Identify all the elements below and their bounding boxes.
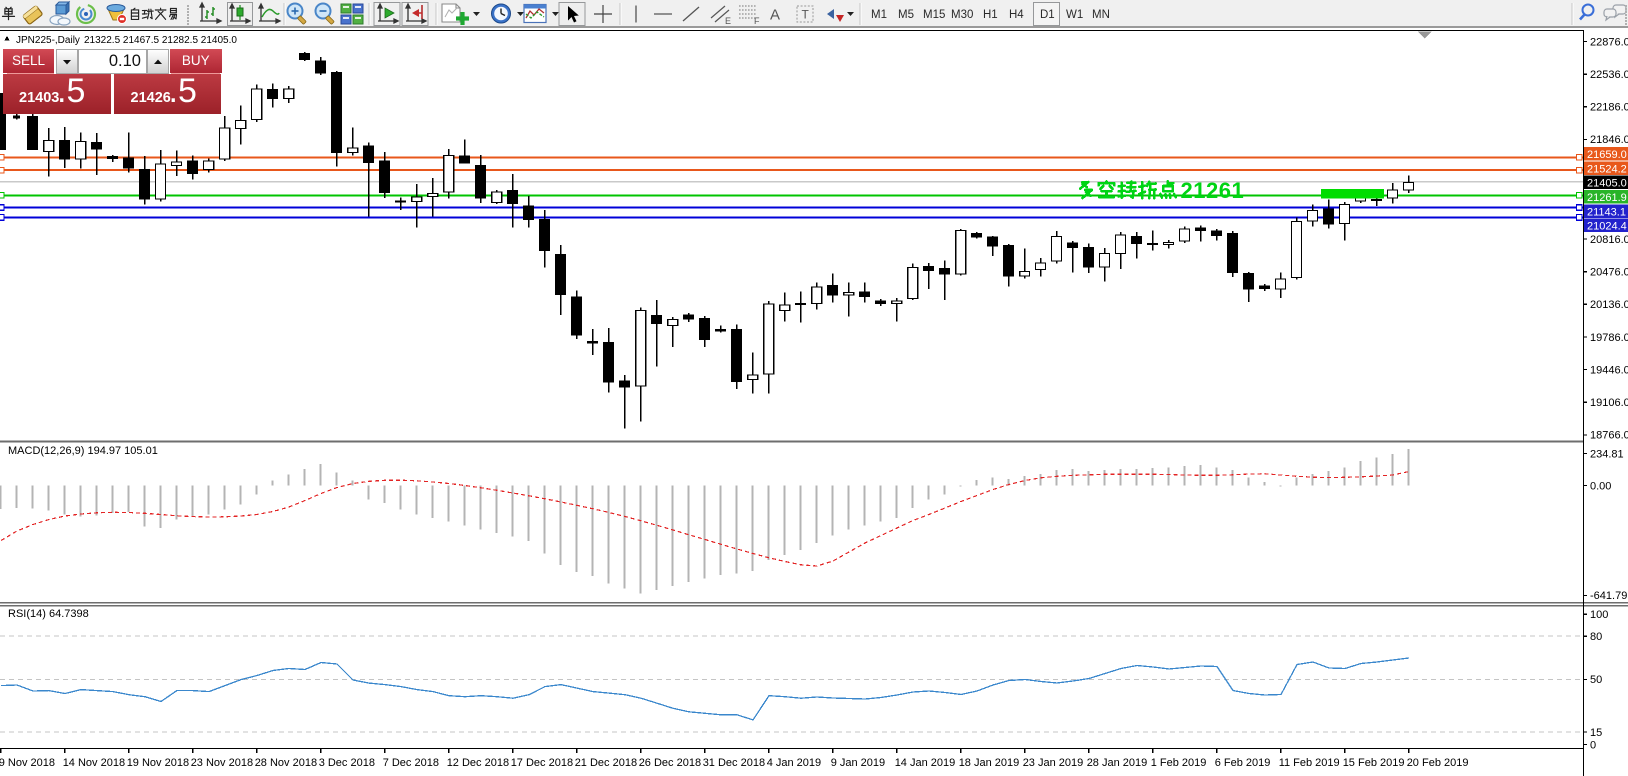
svg-text:21659.0: 21659.0 <box>1587 149 1627 161</box>
svg-text:F: F <box>754 16 760 26</box>
svg-text:14 Jan 2019: 14 Jan 2019 <box>895 757 956 769</box>
svg-text:M15: M15 <box>923 9 945 21</box>
svg-text:RSI(14) 64.7398: RSI(14) 64.7398 <box>8 608 89 620</box>
svg-text:6 Feb 2019: 6 Feb 2019 <box>1215 757 1271 769</box>
svg-text:0.00: 0.00 <box>1590 480 1611 492</box>
svg-text:20476.0: 20476.0 <box>1590 267 1628 279</box>
svg-text:MN: MN <box>1092 9 1110 21</box>
svg-text:23 Jan 2019: 23 Jan 2019 <box>1023 757 1084 769</box>
svg-text:234.81: 234.81 <box>1590 448 1624 460</box>
svg-text:20 Feb 2019: 20 Feb 2019 <box>1407 757 1469 769</box>
svg-text:H4: H4 <box>1009 9 1024 21</box>
svg-text:80: 80 <box>1590 631 1602 643</box>
svg-text:18 Jan 2019: 18 Jan 2019 <box>959 757 1020 769</box>
svg-text:11 Feb 2019: 11 Feb 2019 <box>1279 757 1340 769</box>
svg-text:50: 50 <box>1590 674 1602 686</box>
svg-text:22536.0: 22536.0 <box>1590 69 1628 81</box>
svg-text:M5: M5 <box>898 9 914 21</box>
svg-text:21024.4: 21024.4 <box>1587 220 1627 232</box>
svg-text:4 Jan 2019: 4 Jan 2019 <box>767 757 821 769</box>
svg-text:21143.1: 21143.1 <box>1587 206 1626 218</box>
svg-text:E: E <box>725 16 731 26</box>
svg-text:A: A <box>770 7 780 24</box>
svg-text:0: 0 <box>1590 739 1596 751</box>
svg-text:19 Nov 2018: 19 Nov 2018 <box>127 757 189 769</box>
svg-text:31 Dec 2018: 31 Dec 2018 <box>703 757 765 769</box>
svg-text:T: T <box>802 8 810 22</box>
svg-text:26 Dec 2018: 26 Dec 2018 <box>639 757 701 769</box>
svg-text:21524.2: 21524.2 <box>1587 163 1627 175</box>
svg-text:3 Dec 2018: 3 Dec 2018 <box>319 757 375 769</box>
svg-text:19446.0: 19446.0 <box>1590 364 1628 376</box>
svg-text:28 Nov 2018: 28 Nov 2018 <box>255 757 317 769</box>
svg-text:H1: H1 <box>983 9 998 21</box>
svg-text:19106.0: 19106.0 <box>1590 397 1628 409</box>
svg-text:7 Dec 2018: 7 Dec 2018 <box>383 757 439 769</box>
svg-text:M30: M30 <box>951 9 973 21</box>
svg-text:D1: D1 <box>1040 9 1055 21</box>
svg-text:-641.79: -641.79 <box>1590 590 1627 602</box>
svg-text:21261.9: 21261.9 <box>1587 192 1627 204</box>
svg-text:21405.0: 21405.0 <box>1587 177 1627 189</box>
svg-text:9 Nov 2018: 9 Nov 2018 <box>0 757 55 769</box>
svg-text:MACD(12,26,9) 194.97 105.01: MACD(12,26,9) 194.97 105.01 <box>8 445 158 457</box>
svg-text:JPN225-,Daily: JPN225-,Daily <box>16 35 80 46</box>
svg-text:M1: M1 <box>871 9 887 21</box>
svg-text:20816.0: 20816.0 <box>1590 234 1628 246</box>
svg-text:21322.5 21467.5 21282.5 21405.: 21322.5 21467.5 21282.5 21405.0 <box>84 35 237 46</box>
svg-text:15 Feb 2019: 15 Feb 2019 <box>1343 757 1405 769</box>
svg-text:23 Nov 2018: 23 Nov 2018 <box>191 757 253 769</box>
svg-text:28 Jan 2019: 28 Jan 2019 <box>1087 757 1148 769</box>
svg-text:14 Nov 2018: 14 Nov 2018 <box>63 757 125 769</box>
svg-text:100: 100 <box>1590 609 1608 621</box>
svg-text:19786.0: 19786.0 <box>1590 332 1628 344</box>
svg-text:21 Dec 2018: 21 Dec 2018 <box>575 757 637 769</box>
svg-text:12 Dec 2018: 12 Dec 2018 <box>447 757 509 769</box>
svg-text:1 Feb 2019: 1 Feb 2019 <box>1151 757 1207 769</box>
svg-text:22876.0: 22876.0 <box>1590 36 1628 48</box>
svg-text:20136.0: 20136.0 <box>1590 299 1628 311</box>
svg-text:21261: 21261 <box>1181 178 1245 203</box>
svg-text:22186.0: 22186.0 <box>1590 102 1628 114</box>
svg-text:17 Dec 2018: 17 Dec 2018 <box>511 757 573 769</box>
svg-text:18766.0: 18766.0 <box>1590 430 1628 442</box>
svg-text:21846.0: 21846.0 <box>1590 134 1628 146</box>
svg-text:15: 15 <box>1590 727 1602 739</box>
svg-text:9 Jan 2019: 9 Jan 2019 <box>831 757 885 769</box>
svg-text:W1: W1 <box>1066 9 1083 21</box>
